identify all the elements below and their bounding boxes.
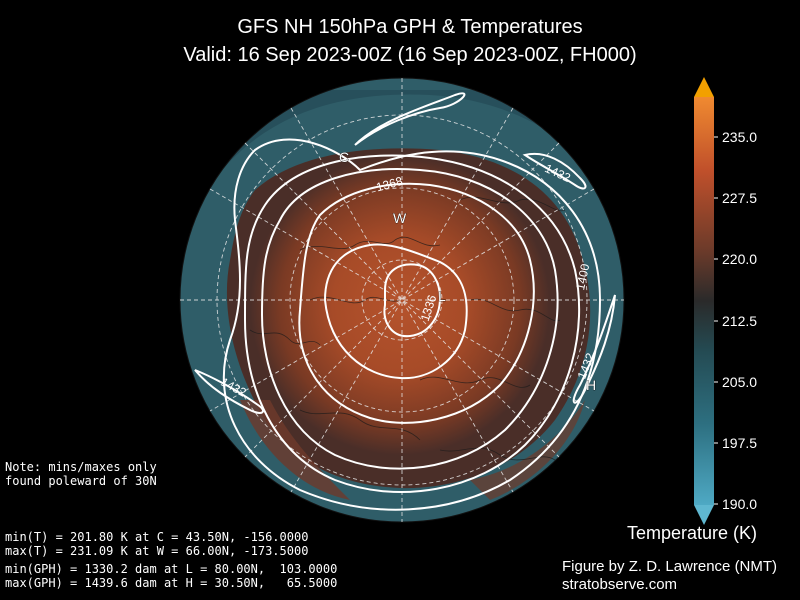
contour-1432-west	[194, 369, 265, 414]
colorbar-tick-label: 205.0	[722, 374, 757, 390]
contour-label-1400: 1400	[573, 262, 592, 291]
polar-stereographic-map: 1368 1336 1400 1432 1432 1432 C W L H	[179, 77, 625, 523]
colorbar-tick-label: 190.0	[722, 496, 757, 512]
marker-cold-c: C	[339, 149, 349, 165]
note-line2: found poleward of 30N	[5, 474, 157, 488]
figure-title-line2: Valid: 16 Sep 2023-00Z (16 Sep 2023-00Z,…	[183, 44, 637, 66]
contour-1432-east	[572, 294, 616, 404]
colorbar-tick-label: 197.5	[722, 435, 757, 451]
stat-min-temperature: min(T) = 201.80 K at C = 43.50N, -156.00…	[5, 530, 309, 544]
colorbar-ticks	[714, 136, 718, 505]
colorbar-low-extend	[694, 505, 714, 525]
colorbar-tick-label: 220.0	[722, 251, 757, 267]
figure-title-line1: GFS NH 150hPa GPH & Temperatures	[237, 16, 583, 38]
contour-1432-north	[354, 92, 466, 146]
colorbar-gradient	[694, 97, 714, 505]
contour-1384	[260, 168, 559, 470]
contour-1416	[222, 138, 602, 511]
colorbar-label: Temperature (K)	[627, 523, 758, 543]
gph-contours	[194, 92, 616, 511]
colorbar-tick-label: 235.0	[722, 129, 757, 145]
stat-min-gph: min(GPH) = 1330.2 dam at L = 80.00N, 103…	[5, 562, 338, 576]
stat-max-gph: max(GPH) = 1439.6 dam at H = 30.50N, 65.…	[5, 576, 338, 590]
marker-warm-w: W	[393, 210, 407, 226]
note-line1: Note: mins/maxes only	[5, 460, 157, 474]
marker-low-l: L	[438, 288, 446, 304]
contour-1368	[298, 182, 535, 424]
colorbar-high-extend	[694, 77, 714, 97]
contour-label-1368: 1368	[375, 174, 405, 195]
warm-temperature-region	[226, 148, 591, 489]
graticule	[180, 78, 624, 522]
colorbar-tick-label: 227.5	[722, 190, 757, 206]
temperature-colorbar: 235.0 227.5 220.0 212.5 205.0 197.5 190.…	[694, 77, 757, 525]
marker-high-h: H	[586, 377, 596, 393]
stat-max-temperature: max(T) = 231.09 K at W = 66.00N, -173.50…	[5, 544, 309, 558]
contour-1336	[383, 263, 442, 338]
contour-1352	[323, 243, 468, 380]
contour-1400	[243, 154, 581, 494]
contour-1432-northeast	[522, 152, 587, 190]
credit-author: Figure by Z. D. Lawrence (NMT)	[562, 558, 778, 575]
map-disk	[179, 77, 625, 523]
colorbar-tick-label: 212.5	[722, 313, 757, 329]
credit-website: stratobserve.com	[562, 576, 678, 593]
